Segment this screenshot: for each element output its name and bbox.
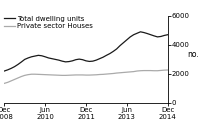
Y-axis label: no.: no. — [187, 50, 198, 59]
Legend: Total dwelling units, Private sector Houses: Total dwelling units, Private sector Hou… — [4, 16, 93, 29]
